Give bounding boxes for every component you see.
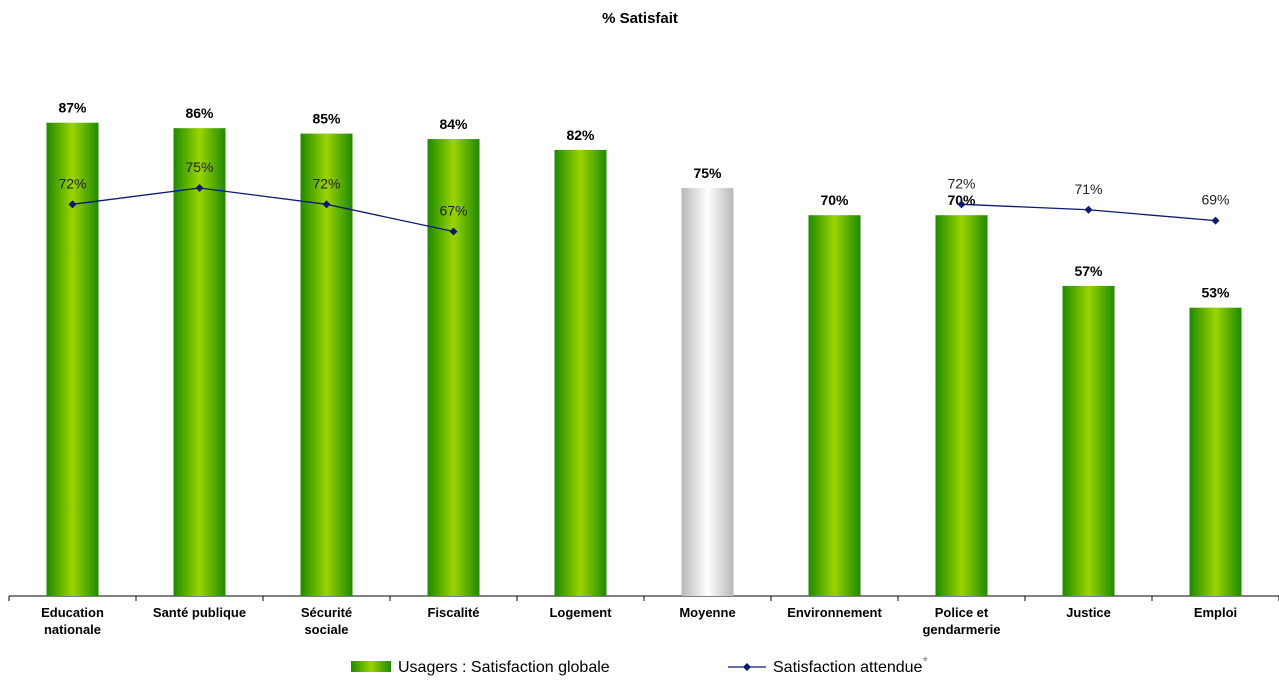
line-point [195, 184, 204, 192]
line-value-label: 75% [185, 159, 213, 175]
line-value-label: 67% [439, 203, 467, 219]
line-value-label: 72% [947, 175, 975, 191]
bar-value-label: 57% [1074, 263, 1103, 279]
bar [935, 215, 988, 596]
legend-asterisk: * [922, 653, 928, 669]
bar [173, 128, 226, 596]
bar [427, 139, 480, 597]
legend-marker-line [743, 663, 751, 671]
category-labels: Education nationale Santé publique Sécurité… [41, 605, 1237, 637]
line-series [68, 184, 1220, 236]
bar-value-label: 84% [439, 116, 468, 132]
line-labels: 72% 75% 72% 67% 72% 71% 69% [58, 159, 1229, 219]
line-value-label: 72% [312, 175, 340, 191]
category-label: Police et gendarmerie [922, 605, 1000, 637]
line-value-label: 71% [1074, 181, 1102, 197]
line-point [322, 200, 331, 209]
line-value-label: 69% [1201, 192, 1229, 208]
line-value-label: 72% [58, 175, 86, 191]
category-label: Moyenne [679, 605, 735, 620]
bar [554, 149, 607, 597]
category-label: Santé publique [153, 605, 246, 620]
bar-value-label: 85% [312, 111, 341, 127]
legend-swatch-bars [351, 661, 391, 672]
bar [46, 122, 99, 596]
line-point [957, 200, 966, 209]
category-label: Logement [549, 605, 612, 620]
category-label: Emploi [1194, 605, 1237, 620]
x-axis [8, 595, 1279, 601]
legend: Usagers : Satisfaction globale Satisfact… [351, 653, 928, 676]
line-point [68, 200, 77, 209]
bar-value-label: 87% [58, 100, 87, 116]
bar-value-label: 86% [185, 105, 214, 121]
line-point [1084, 205, 1093, 214]
line-point [1211, 216, 1220, 225]
bar [1062, 285, 1115, 596]
bar-labels: 87% 86% 85% 84%82%75%70% 70%57%53% [58, 100, 1230, 301]
bar-value-label: 70% [820, 192, 849, 208]
bar-value-label: 82% [566, 127, 595, 143]
category-label: Environnement [787, 605, 882, 620]
svg-text:Satisfaction attendue*: Satisfaction attendue* [773, 653, 928, 676]
category-label: Sécurité sociale [301, 605, 352, 637]
chart-title: % Satisfait [602, 10, 678, 27]
bar-series [46, 122, 1242, 597]
bar [681, 188, 734, 596]
bar [300, 133, 353, 596]
bar-value-label: 75% [693, 165, 722, 181]
line-point [449, 227, 458, 236]
legend-label-bars: Usagers : Satisfaction globale [398, 659, 610, 676]
category-label: Fiscalité [427, 605, 479, 620]
category-label: Justice [1066, 605, 1111, 620]
bar [1189, 307, 1242, 596]
category-label: Education nationale [41, 605, 104, 637]
bar-value-label: 53% [1201, 285, 1230, 301]
line-segment [72, 187, 454, 233]
bar [808, 215, 861, 596]
legend-label-line: Satisfaction attendue [773, 659, 923, 676]
